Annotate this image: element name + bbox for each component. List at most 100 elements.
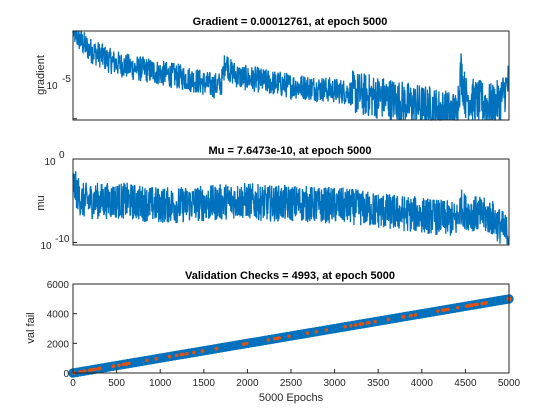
validation-red-marker bbox=[97, 366, 101, 371]
validation-red-marker bbox=[480, 301, 485, 306]
validation-red-marker bbox=[358, 322, 363, 327]
validation-ytick-label: 4000 bbox=[47, 310, 70, 321]
validation-marker bbox=[377, 315, 387, 326]
mu-ytick-top-base: 10 bbox=[44, 157, 56, 168]
validation-marker bbox=[398, 312, 409, 322]
validation-red-marker bbox=[365, 321, 370, 325]
validation-marker bbox=[417, 309, 427, 319]
validation-red-marker bbox=[314, 329, 319, 334]
gradient-panel: Gradient = 0.00012761, at epoch 5000 10 … bbox=[35, 16, 510, 121]
mu-axes-frame bbox=[72, 158, 510, 246]
validation-marker bbox=[249, 337, 260, 347]
validation-red-marker bbox=[167, 354, 172, 359]
validation-red-marker bbox=[244, 341, 249, 346]
validation-marker bbox=[311, 326, 322, 337]
validation-ytick-label: 2000 bbox=[47, 339, 70, 350]
validation-marker bbox=[228, 341, 238, 351]
validation-xtick-label: 4000 bbox=[411, 378, 434, 389]
mu-ytick-label-top: 10 0 bbox=[44, 150, 65, 168]
validation-xtick-label: 500 bbox=[108, 378, 125, 389]
validation-yticks: 0 2000 4000 6000 bbox=[47, 280, 77, 380]
gradient-ylabel: gradient bbox=[35, 55, 47, 95]
validation-red-marker bbox=[89, 368, 94, 372]
validation-red-marker bbox=[82, 369, 87, 373]
validation-red-marker bbox=[402, 315, 406, 319]
validation-red-marker bbox=[277, 336, 282, 340]
validation-marker bbox=[420, 308, 431, 318]
validation-red-marker bbox=[125, 362, 129, 366]
validation-xlabel: 5000 Epochs bbox=[259, 392, 324, 404]
validation-red-marker bbox=[185, 351, 189, 356]
validation-marker bbox=[162, 352, 173, 362]
validation-marker bbox=[108, 361, 118, 371]
validation-red-marker bbox=[436, 309, 440, 313]
validation-marker bbox=[333, 323, 343, 333]
validation-marker bbox=[130, 357, 140, 368]
validation-title: Validation Checks = 4993, at epoch 5000 bbox=[185, 270, 395, 282]
validation-red-marker bbox=[200, 349, 205, 353]
gradient-ytick-label: 10 -5 bbox=[46, 74, 71, 92]
validation-marker bbox=[224, 341, 234, 352]
validation-red-marker bbox=[266, 338, 271, 342]
validation-marker bbox=[144, 355, 155, 365]
validation-red-marker bbox=[174, 353, 179, 358]
validation-marker bbox=[497, 295, 507, 305]
validation-xticks: 0 500 1000 1500 2000 2500 3000 3500 4000 4500 5000 bbox=[70, 369, 521, 389]
validation-xtick-label: 1000 bbox=[149, 378, 172, 389]
validation-marker bbox=[213, 343, 224, 354]
validation-marker bbox=[286, 331, 296, 341]
validation-marker bbox=[293, 330, 303, 340]
validation-red-marker bbox=[324, 328, 329, 332]
validation-marker bbox=[384, 314, 394, 325]
validation-red-marker bbox=[154, 357, 159, 361]
validation-panel: Validation Checks = 4993, at epoch 5000 … bbox=[25, 270, 521, 404]
mu-plot-area bbox=[72, 158, 510, 245]
validation-red-marker bbox=[305, 331, 310, 335]
validation-red-marker bbox=[272, 336, 277, 341]
validation-marker bbox=[199, 346, 209, 356]
validation-red-marker bbox=[442, 308, 447, 312]
validation-red-marker bbox=[343, 324, 347, 329]
validation-red-marker bbox=[117, 363, 121, 367]
validation-marker bbox=[391, 313, 402, 323]
validation-marker bbox=[431, 306, 442, 316]
validation-marker bbox=[369, 317, 380, 327]
validation-red-marker bbox=[373, 319, 377, 324]
validation-xtick-label: 3000 bbox=[323, 378, 346, 389]
validation-red-marker bbox=[349, 323, 353, 328]
validation-plot-area bbox=[68, 294, 514, 378]
validation-red-marker bbox=[353, 323, 358, 327]
validation-xtick-label: 4500 bbox=[454, 378, 477, 389]
validation-marker bbox=[424, 307, 434, 318]
validation-xtick-label: 1500 bbox=[193, 378, 216, 389]
validation-red-marker bbox=[241, 342, 246, 346]
validation-red-marker bbox=[192, 350, 196, 355]
validation-marker bbox=[493, 296, 503, 306]
mu-panel: Mu = 7.6473e-10, at epoch 5000 10 0 10 -… bbox=[35, 145, 510, 252]
validation-red-marker bbox=[473, 302, 478, 307]
validation-marker bbox=[329, 323, 340, 334]
validation-xtick-label: 2500 bbox=[280, 378, 303, 389]
gradient-title: Gradient = 0.00012761, at epoch 5000 bbox=[193, 16, 388, 28]
validation-red-marker bbox=[214, 346, 219, 351]
validation-xtick-label: 3500 bbox=[367, 378, 390, 389]
validation-xtick-label: 2000 bbox=[236, 378, 259, 389]
validation-marker bbox=[453, 302, 463, 313]
validation-red-marker bbox=[413, 313, 418, 317]
validation-marker bbox=[257, 336, 267, 346]
validation-marker bbox=[489, 296, 500, 307]
validation-marker bbox=[220, 342, 231, 352]
validation-marker bbox=[151, 354, 162, 364]
validation-red-marker bbox=[179, 352, 184, 357]
validation-xtick-label: 5000 bbox=[498, 378, 521, 389]
mu-ytick-top-exp: 0 bbox=[59, 150, 65, 161]
mu-series-line bbox=[72, 171, 510, 245]
mu-ytick-bottom-base: 10 bbox=[40, 241, 52, 252]
validation-marker bbox=[133, 357, 144, 367]
validation-ytick-label: 0 bbox=[63, 369, 69, 380]
validation-marker bbox=[322, 325, 333, 335]
validation-red-marker bbox=[455, 305, 460, 310]
validation-marker bbox=[304, 328, 314, 338]
validation-marker bbox=[282, 331, 293, 342]
